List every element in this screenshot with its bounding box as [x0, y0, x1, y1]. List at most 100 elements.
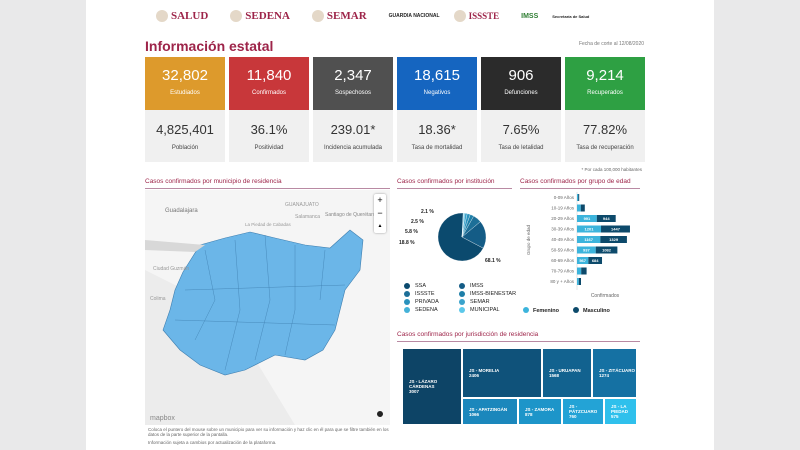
page-title: Información estatal: [145, 38, 274, 54]
age-title: Casos confirmados por grupo de edad: [520, 178, 640, 189]
age-bar-masculino[interactable]: [601, 225, 630, 233]
legend-item[interactable]: PRIVADA: [404, 299, 439, 305]
card-defunciones: 906 Defunciones 7.65% Tasa de letalidad: [481, 57, 561, 162]
age-bar-masculino[interactable]: [578, 278, 581, 285]
age-bar-masculino[interactable]: [581, 267, 587, 275]
svg-text:Guadalajara: Guadalajara: [165, 208, 198, 214]
age-tick-label: 0-09 Años: [554, 195, 575, 200]
legend-item[interactable]: IMSS-BIENESTAR: [459, 291, 516, 297]
zoom-out-button[interactable]: −: [377, 208, 383, 218]
card-sub-label: Tasa de recuperación: [576, 145, 634, 151]
logo-bar: SALUD SEDENA SEMAR GUARDIA NACIONAL ISSS…: [156, 10, 603, 22]
card-value: 9,214: [586, 67, 624, 84]
legend-item[interactable]: ISSSTE: [404, 291, 435, 297]
legend-item[interactable]: SEMAR: [459, 299, 490, 305]
card-label: Defunciones: [504, 90, 538, 96]
card-sospechosos: 2,347 Sospechosos 239.01* Incidencia acumu…: [313, 57, 393, 162]
svg-text:GUANAJUATO: GUANAJUATO: [285, 202, 319, 208]
age-bar-masculino[interactable]: [578, 194, 580, 201]
age-bar-masculino[interactable]: [580, 204, 585, 212]
legend-marker: [573, 307, 579, 313]
card-sub-value: 7.65%: [502, 122, 540, 137]
age-tick-label: 60-69 Años: [551, 258, 575, 263]
age-bar-femenino[interactable]: [577, 246, 596, 254]
svg-text:Santiago de Querétaro: Santiago de Querétaro: [325, 212, 376, 218]
card-value: 906: [508, 67, 534, 84]
age-bar-masculino[interactable]: [596, 215, 616, 222]
age-bar-value: 937: [583, 248, 590, 253]
legend-item[interactable]: SSA: [404, 283, 426, 289]
card-value: 11,840: [246, 67, 292, 84]
card-sub-label: Positividad: [254, 145, 284, 151]
card-label: Recuperados: [587, 90, 623, 96]
logo-issste: ISSSTE: [453, 10, 499, 22]
age-bar-masculino[interactable]: [588, 257, 603, 264]
age-bar-value: 1167: [584, 237, 593, 242]
age-bar-femenino[interactable]: [577, 215, 597, 222]
treemap-cell[interactable]: JS - APATZINGÁN 1066: [462, 398, 518, 425]
card-confirmados: 11,840 Confirmados 36.1% Positividad: [229, 57, 309, 162]
svg-text:Ciudad Guzmán: Ciudad Guzmán: [153, 266, 189, 272]
age-bar-femenino[interactable]: [577, 225, 602, 233]
logo-sedena: SEDENA: [230, 10, 290, 22]
svg-text:Colima: Colima: [150, 296, 166, 302]
treemap-cell[interactable]: JS - PÁTZCUARO 760: [562, 398, 604, 425]
age-bar-femenino[interactable]: [577, 236, 601, 243]
pie-data-label: 2.5 %: [411, 219, 424, 225]
legend-item[interactable]: SEDENA: [404, 307, 438, 313]
legend-item[interactable]: IMSS: [459, 283, 483, 289]
age-bar-femenino[interactable]: [577, 204, 581, 212]
card-value: 18,615: [414, 67, 460, 84]
logo-salud: SALUD: [156, 10, 208, 22]
map-controls: + − ▲: [374, 194, 386, 233]
legend-marker: [523, 307, 529, 313]
card-negativos: 18,615 Negativos 18.36* Tasa de mortalidad: [397, 57, 477, 162]
age-bar-masculino[interactable]: [600, 236, 627, 243]
age-bar-value: 684: [592, 258, 599, 263]
institution-pie-chart: 68.1 % 18.8 % 5.8 % 2.5 % 2.1 %: [399, 209, 501, 264]
zoom-in-button[interactable]: +: [377, 195, 383, 205]
treemap-cell[interactable]: JS - ZITÁCUARO 1274: [592, 348, 637, 398]
age-bar-femenino[interactable]: [577, 257, 589, 264]
card-value: 32,802: [162, 67, 208, 84]
svg-text:mapbox: mapbox: [150, 415, 175, 422]
card-sub-label: Población: [171, 145, 199, 151]
treemap-cell[interactable]: JS - MORELIA 2406: [462, 348, 542, 398]
pie-slice-ssa[interactable]: [437, 212, 484, 262]
age-tick-label: 50-59 Años: [551, 248, 575, 253]
logo-semar: SEMAR: [311, 10, 367, 22]
age-bar-femenino[interactable]: [577, 278, 579, 285]
age-bar-femenino[interactable]: [577, 194, 579, 201]
card-sub-label: Tasa de mortalidad: [411, 145, 463, 151]
card-label: Estudiados: [170, 90, 200, 96]
municipality-map[interactable]: Guadalajara GUANAJUATO Salamanca Santiag…: [145, 190, 390, 425]
age-bar-value: 1082: [602, 248, 612, 253]
age-tick-label: 80 y + Años: [550, 279, 574, 284]
age-tick-label: 70-79 Años: [551, 269, 575, 274]
logo-secretaria: Secretaría de Salud: [552, 13, 590, 19]
pie-slice-municipal[interactable]: [461, 212, 465, 238]
treemap-cell[interactable]: JS - LÁZARO CÁRDENAS 3007: [402, 348, 462, 425]
treemap-cell[interactable]: JS - LA PIEDAD 575: [604, 398, 637, 425]
cutoff-date: Fecha de corte al 12/08/2020: [578, 41, 644, 47]
treemap-cell[interactable]: JS - URUAPAN 1568: [542, 348, 592, 398]
age-bar-masculino[interactable]: [595, 246, 618, 254]
card-sub-label: Incidencia acumulada: [323, 145, 383, 151]
age-bar-chart: 0-09 Años 10-19 Años 20-29 Años 991 944 30-39…: [523, 192, 630, 314]
logo-guardia: GUARDIA NACIONAL: [388, 13, 440, 19]
card-estudiados: 32,802 Estudiados 4,825,401 Población: [145, 57, 225, 162]
indicator-cards: 32,802 Estudiados 4,825,401 Población 11,8…: [145, 57, 645, 162]
footnote-rate: * Por cada 100,000 habitantes: [581, 167, 642, 172]
legend-item[interactable]: MUNICIPAL: [459, 307, 500, 313]
card-label: Negativos: [423, 90, 451, 96]
compass-button[interactable]: ▲: [377, 223, 383, 229]
age-bar-value: 1329: [609, 237, 619, 242]
y-axis-label: Grupo de edad: [526, 224, 531, 255]
card-label: Confirmados: [251, 90, 286, 96]
x-axis-label: Confirmados: [591, 293, 620, 299]
treemap-cell[interactable]: JS - ZAMORA 878: [518, 398, 562, 425]
pie-data-label: 68.1 %: [485, 258, 501, 264]
map-title: Casos confirmados por municipio de resid…: [145, 178, 390, 189]
card-value: 2,347: [334, 67, 372, 84]
age-bar-femenino[interactable]: [577, 267, 582, 275]
